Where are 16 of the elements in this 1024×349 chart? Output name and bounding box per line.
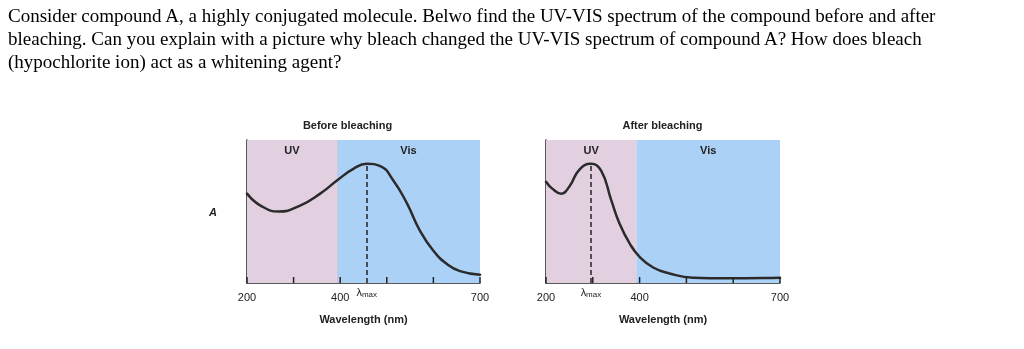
x-axis-title: Wavelength (nm) [319, 312, 408, 325]
band-label: Vis [700, 143, 717, 156]
x-tick-label: 400 [630, 290, 649, 303]
x-tick-label: 700 [470, 290, 490, 303]
x-tick-label: 200 [237, 290, 257, 303]
x-axis-title: Wavelength (nm) [618, 312, 708, 325]
y-axis-title: A [208, 205, 218, 218]
band-label: UV [583, 143, 600, 156]
x-tick-label: 700 [770, 290, 790, 303]
text: Consider compound A, a highly conjugated molecule. Belwo find the UV-VIS spectrum of the compound before and after bleaching. Can you explain with a picture why bleach changed the UV-VIS spectrum of compound A? How does bleach (hypochlorite ion) act as a whitening agent? [8, 4, 937, 73]
band-label: UV [284, 143, 301, 156]
x-tick-label: 200 [536, 290, 556, 303]
chart-title: Before bleaching [302, 118, 393, 131]
chart-title: After bleaching [622, 118, 703, 131]
x-tick-label: 400 [331, 290, 350, 303]
band-label: Vis [400, 143, 417, 156]
